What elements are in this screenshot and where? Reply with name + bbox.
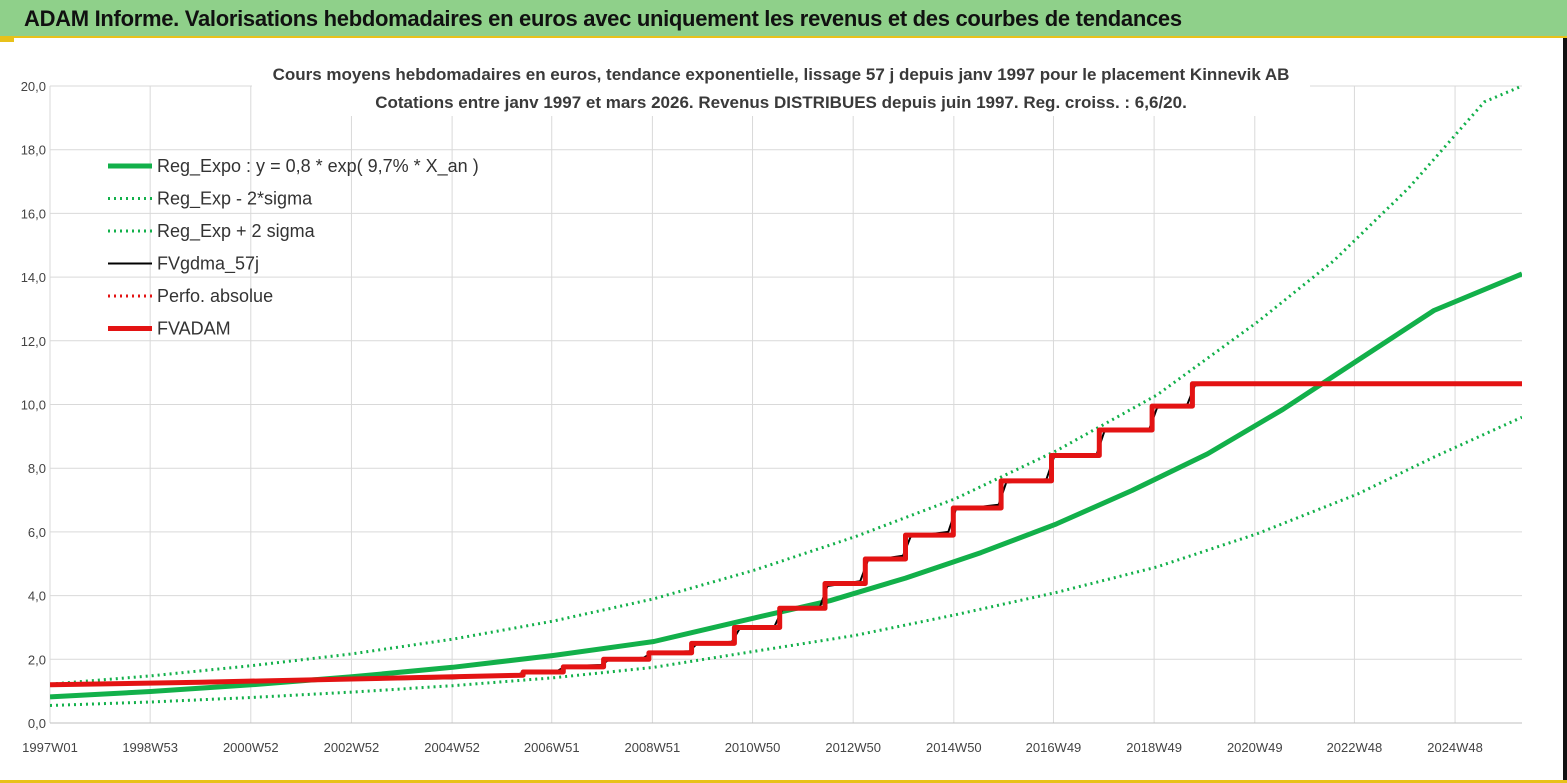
series-line-1 [50, 415, 1522, 707]
y-tick-label: 0,0 [28, 716, 46, 731]
x-tick-label: 2010W50 [725, 740, 781, 755]
x-tick-label: 2020W49 [1227, 740, 1283, 755]
grid-lines [49, 85, 1522, 724]
x-tick-label: 2000W52 [223, 740, 279, 755]
x-tick-label: 2024W48 [1427, 740, 1483, 755]
x-tick-label: 2004W52 [424, 740, 480, 755]
x-tick-label: 2012W50 [825, 740, 881, 755]
legend-label-5: FVADAM [157, 319, 231, 339]
bottom-accent-bar [0, 780, 1567, 783]
chart-subtitle: Cotations entre janv 1997 et mars 2026. … [375, 93, 1187, 112]
x-tick-label: 1997W01 [22, 740, 78, 755]
legend-label-3: FVgdma_57j [157, 254, 259, 275]
y-tick-label: 2,0 [28, 652, 46, 667]
y-tick-label: 18,0 [21, 143, 46, 158]
x-tick-label: 2014W50 [926, 740, 982, 755]
series-line-0 [50, 271, 1522, 700]
x-tick-label: 2002W52 [324, 740, 380, 755]
title-box [252, 58, 1310, 116]
header-banner: ADAM Informe. Valorisations hebdomadaire… [0, 0, 1567, 38]
banner-title: ADAM Informe. Valorisations hebdomadaire… [24, 6, 1182, 31]
y-tick-label: 6,0 [28, 525, 46, 540]
legend-label-2: Reg_Exp + 2 sigma [157, 221, 316, 242]
series-lines [50, 84, 1522, 707]
y-tick-label: 12,0 [21, 334, 46, 349]
legend-label-0: Reg_Expo : y = 0,8 * exp( 9,7% * X_an ) [157, 156, 479, 177]
right-edge-bar [1563, 38, 1567, 783]
y-tick-label: 4,0 [28, 589, 46, 604]
legend: Reg_Expo : y = 0,8 * exp( 9,7% * X_an ) R… [108, 156, 479, 339]
legend-label-1: Reg_Exp - 2*sigma [157, 189, 313, 210]
y-tick-label: 10,0 [21, 398, 46, 413]
x-tick-label: 2016W49 [1026, 740, 1082, 755]
series-line-5 [50, 381, 1522, 688]
axis-ticks: 0,0 2,0 4,0 6,0 8,0 10,0 12,0 14,0 16,0 18,0 20,0 1… [21, 79, 1522, 755]
y-tick-label: 20,0 [21, 79, 46, 94]
corner-accent [0, 38, 14, 42]
y-tick-label: 8,0 [28, 461, 46, 476]
legend-label-4: Perfo. absolue [157, 286, 273, 306]
series-line-3 [50, 382, 1522, 686]
x-tick-label: 2008W51 [625, 740, 681, 755]
y-tick-label: 14,0 [21, 270, 46, 285]
chart-title: Cours moyens hebdomadaires en euros, ten… [273, 65, 1290, 84]
y-tick-label: 16,0 [21, 206, 46, 221]
x-tick-label: 2018W49 [1126, 740, 1182, 755]
x-tick-label: 1998W53 [122, 740, 178, 755]
x-tick-label: 2022W48 [1327, 740, 1383, 755]
x-tick-label: 2006W51 [524, 740, 580, 755]
series-line-2 [50, 84, 1522, 686]
